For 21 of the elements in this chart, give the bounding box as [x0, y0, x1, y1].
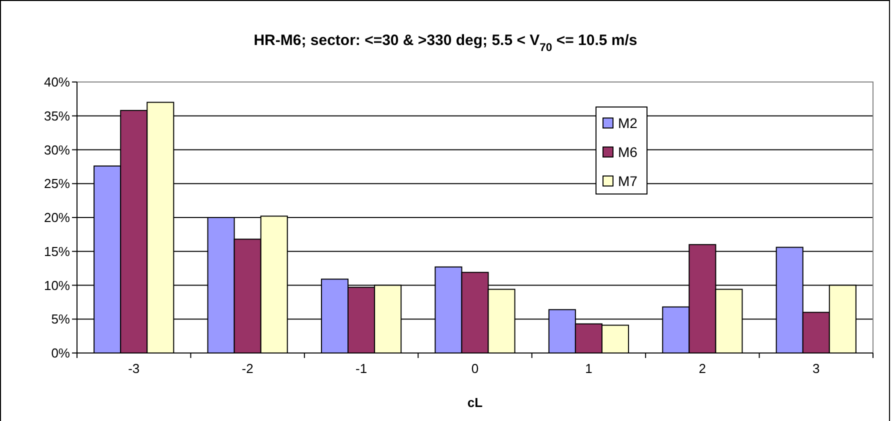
y-tick-label: 0%	[51, 346, 70, 361]
x-tick-label: 1	[585, 361, 592, 376]
y-tick-label: 35%	[44, 108, 70, 124]
y-tick-label: 25%	[44, 176, 70, 192]
x-axis-title: cL	[467, 395, 483, 410]
y-tick-label: 30%	[44, 142, 70, 158]
y-tick-label: 40%	[44, 74, 70, 90]
x-tick-label: 0	[471, 361, 479, 376]
y-tick-label: 15%	[44, 244, 70, 259]
x-tick-label: 3	[812, 361, 820, 376]
y-tick-label: 10%	[44, 278, 70, 293]
x-tick-label: -1	[356, 361, 368, 376]
x-tick-label: 2	[698, 361, 706, 376]
x-tick-label: -2	[242, 361, 254, 376]
chart-title: HR-M6; sector: <=30 & >330 deg; 5.5 < V$_{70}$ <= 10.5 m/s	[254, 32, 638, 54]
legend-label: M7	[618, 172, 638, 189]
x-tick-label: -3	[128, 361, 140, 376]
y-tick-label: 5%	[51, 312, 70, 327]
legend-label: M2	[618, 114, 638, 131]
y-tick-label: 20%	[44, 210, 70, 226]
legend-label: M6	[618, 144, 638, 160]
